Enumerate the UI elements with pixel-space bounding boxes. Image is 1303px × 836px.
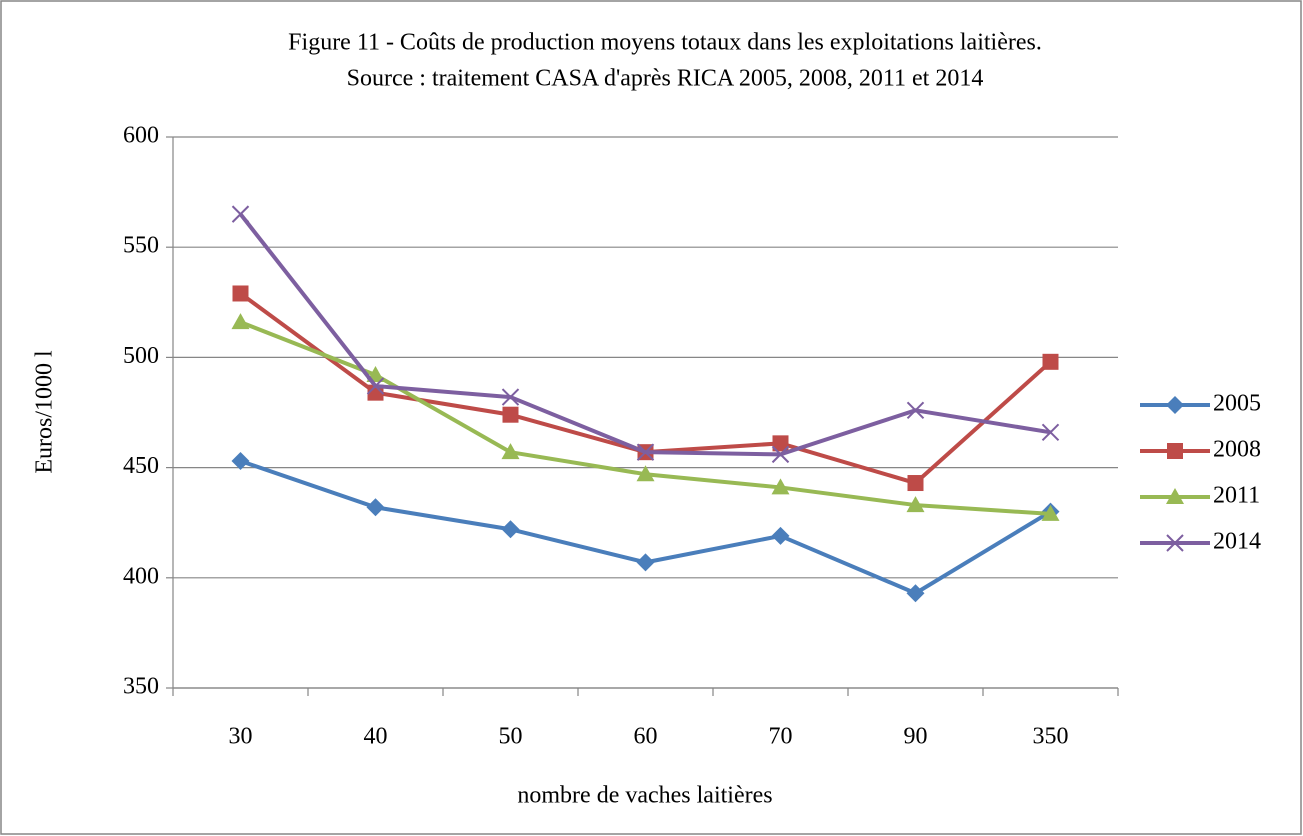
marker: [231, 313, 250, 330]
y-tick-label: 600: [123, 123, 159, 149]
marker: [231, 451, 250, 470]
legend-label: 2014: [1213, 529, 1261, 555]
marker: [1042, 353, 1059, 370]
marker: [232, 285, 249, 302]
x-tick-label: 70: [769, 724, 793, 750]
chart-title: Figure 11 - Coûts de production moyens t…: [288, 30, 1042, 56]
y-tick-label: 350: [123, 674, 159, 700]
y-axis-label: Euros/1000 l: [32, 350, 58, 474]
marker: [502, 406, 519, 423]
legend-label: 2011: [1213, 483, 1260, 509]
marker: [501, 443, 520, 460]
marker: [771, 478, 790, 495]
x-tick-label: 40: [364, 724, 388, 750]
marker: [366, 498, 385, 517]
marker: [1041, 504, 1060, 521]
y-tick-label: 400: [123, 563, 159, 589]
marker: [501, 388, 520, 406]
marker: [906, 584, 925, 603]
marker: [1166, 534, 1184, 552]
marker: [906, 496, 925, 513]
y-tick-label: 450: [123, 453, 159, 479]
marker: [501, 520, 520, 539]
marker: [636, 465, 655, 482]
marker: [906, 401, 925, 420]
marker: [1166, 488, 1184, 504]
marker: [1166, 396, 1184, 414]
x-axis-label: nombre de vaches laitières: [517, 783, 772, 809]
x-tick-label: 50: [499, 724, 523, 750]
x-tick-label: 60: [634, 724, 658, 750]
x-tick-label: 30: [229, 724, 253, 750]
chart-subtitle: Source : traitement CASA d'après RICA 20…: [347, 66, 984, 92]
x-tick-label: 350: [1033, 724, 1069, 750]
legend-label: 2008: [1213, 437, 1261, 463]
marker: [907, 475, 924, 492]
marker: [1167, 443, 1183, 459]
legend-label: 2005: [1213, 391, 1261, 417]
marker: [231, 205, 250, 223]
marker: [1041, 423, 1060, 442]
marker: [772, 435, 789, 452]
marker: [636, 553, 655, 572]
marker: [636, 443, 655, 461]
marker: [771, 526, 790, 545]
marker: [771, 445, 790, 464]
y-tick-label: 500: [123, 343, 159, 369]
x-tick-label: 90: [904, 724, 928, 750]
marker: [366, 377, 385, 395]
y-tick-label: 550: [123, 233, 159, 259]
